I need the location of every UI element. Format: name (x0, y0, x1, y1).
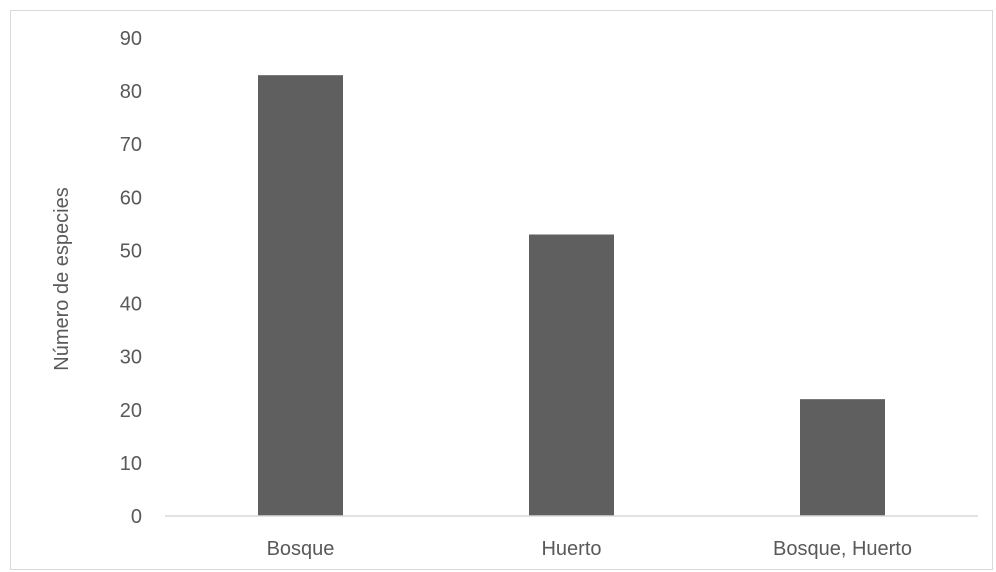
y-tick-label: 70 (120, 134, 142, 156)
x-tick-label: Huerto (541, 538, 601, 560)
bars (258, 75, 885, 516)
bar-bosque (258, 75, 343, 516)
y-tick-label: 0 (131, 506, 142, 528)
bar-huerto (529, 234, 614, 516)
y-tick-label: 10 (120, 453, 142, 475)
y-tick-label: 80 (120, 81, 142, 103)
x-tick-label: Bosque (267, 538, 335, 560)
y-axis-ticks: 0 10 20 30 40 50 60 70 80 90 (120, 28, 142, 528)
bar-bosque-huerto (800, 399, 885, 516)
y-tick-label: 60 (120, 187, 142, 209)
x-axis-ticks: Bosque Huerto Bosque, Huerto (267, 538, 912, 560)
y-tick-label: 40 (120, 294, 142, 316)
x-tick-label: Bosque, Huerto (773, 538, 912, 560)
y-axis-title: Número de especies (51, 187, 73, 370)
y-tick-label: 20 (120, 400, 142, 422)
y-tick-label: 90 (120, 28, 142, 50)
y-tick-label: 50 (120, 240, 142, 262)
y-tick-label: 30 (120, 347, 142, 369)
